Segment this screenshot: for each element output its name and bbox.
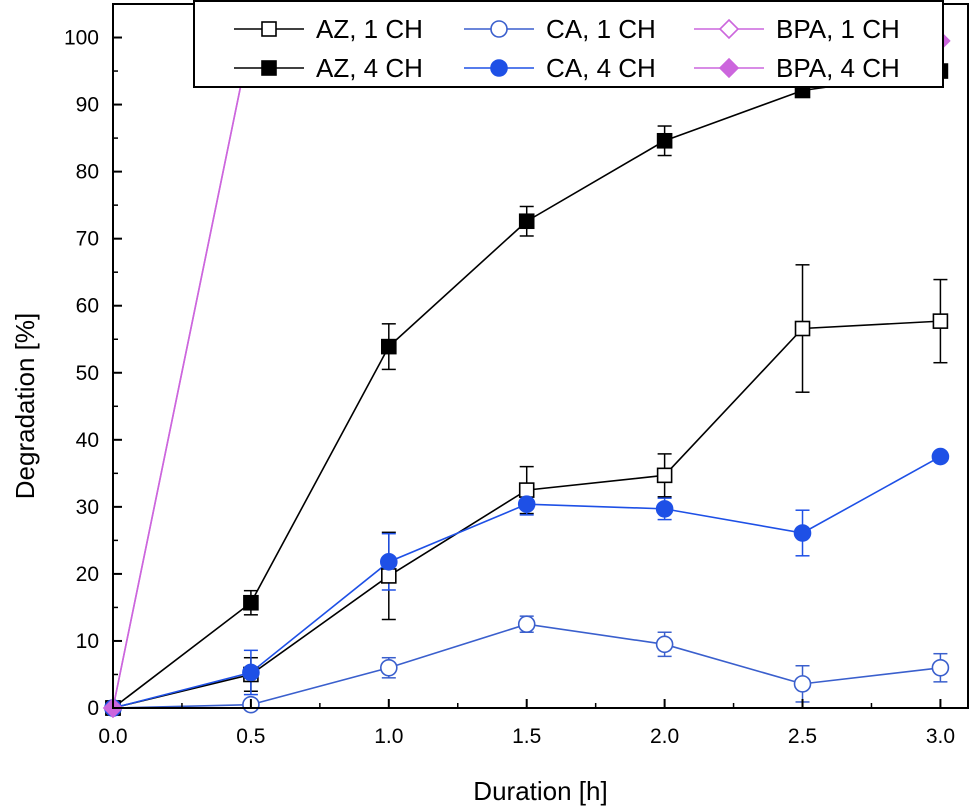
data-point (793, 675, 812, 693)
y-tick-label: 100 (64, 27, 99, 50)
data-point (517, 615, 536, 633)
series-line-1 (112, 623, 941, 709)
data-point (793, 524, 812, 542)
legend-marker (718, 18, 740, 40)
data-point (656, 132, 673, 149)
y-tick-label: 90 (76, 94, 99, 117)
data-point (931, 658, 950, 677)
data-point (380, 658, 398, 677)
data-point (794, 320, 811, 337)
data-point (517, 495, 536, 513)
legend-label: CA, 1 CH (546, 14, 656, 44)
data-point (518, 482, 535, 498)
series-line-2 (112, 35, 941, 709)
y-axis-title: Degradation [%] (10, 313, 40, 499)
legend-label: BPA, 4 CH (776, 53, 900, 83)
data-point (932, 313, 949, 329)
legend-marker (490, 59, 508, 77)
data-point (242, 663, 260, 682)
y-tick-label: 40 (76, 429, 99, 452)
x-tick-label: 1.5 (512, 725, 541, 748)
legend: AZ, 1 CH CA, 1 CH BPA, 1 CH AZ, 4 CH CA, 4 C… (193, 0, 944, 88)
y-tick-label: 20 (76, 563, 99, 586)
legend-label: AZ, 1 CH (316, 14, 423, 44)
y-tick-label: 0 (87, 697, 99, 720)
legend-marker (261, 21, 277, 37)
x-tick-label: 0.0 (98, 725, 127, 748)
x-axis-title: Duration [h] (473, 776, 607, 806)
legend-marker (490, 20, 508, 38)
series-line-5 (112, 35, 941, 709)
x-tick-label: 2.0 (650, 725, 679, 748)
legend-label: BPA, 1 CH (776, 14, 900, 44)
data-point (381, 568, 397, 584)
data-point (380, 553, 398, 571)
data-point (931, 447, 950, 466)
data-point (518, 213, 535, 230)
data-point (381, 338, 397, 355)
x-tick-label: 3.0 (926, 725, 955, 748)
legend-label: CA, 4 CH (546, 53, 656, 83)
y-tick-label: 60 (76, 295, 99, 318)
data-point (656, 467, 673, 484)
x-tick-label: 2.5 (788, 725, 817, 748)
y-tick-label: 10 (76, 630, 99, 653)
y-tick-label: 70 (76, 228, 99, 251)
x-tick-label: 1.0 (374, 725, 403, 748)
data-point (243, 594, 259, 611)
series-line-3 (112, 70, 941, 709)
legend-marker (261, 60, 277, 76)
legend-label: AZ, 4 CH (316, 53, 423, 83)
data-point (655, 635, 674, 654)
y-tick-label: 30 (76, 496, 99, 519)
legend-marker (718, 57, 740, 79)
axes-layer: 0.0 0.5 1.0 1.5 2.0 2.5 3.0 0 10 20 30 40 50 60 70 80 90… (64, 3, 969, 748)
y-tick-label: 80 (76, 161, 99, 184)
series-lines-layer (112, 35, 941, 709)
y-tick-label: 50 (76, 362, 99, 385)
plot-frame (112, 3, 969, 709)
data-point (655, 500, 674, 518)
x-tick-label: 0.5 (236, 725, 265, 748)
error-bars-layer (243, 85, 948, 703)
legend-box (193, 0, 944, 88)
